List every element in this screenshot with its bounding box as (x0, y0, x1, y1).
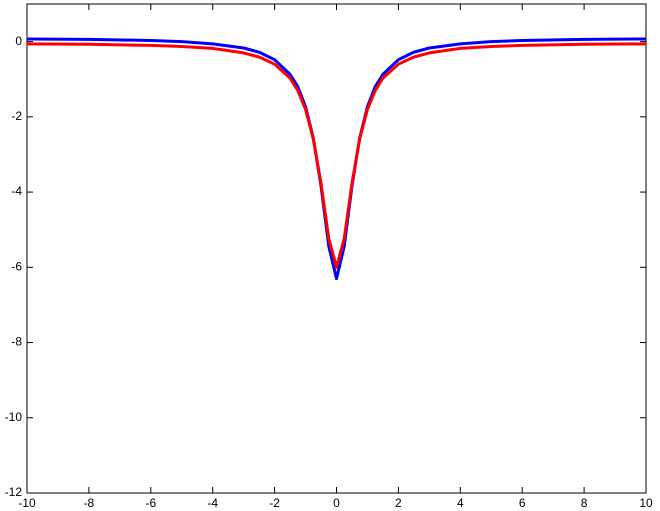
y-tick-label: -12 (5, 485, 23, 499)
x-tick-label: 0 (333, 496, 340, 510)
y-tick-label: -2 (11, 109, 22, 123)
plot-area (26, 3, 647, 494)
line-series (26, 37, 647, 281)
x-tick-label: 6 (519, 496, 526, 510)
x-tick-label: -4 (207, 496, 218, 510)
x-tick-label: 4 (457, 496, 464, 510)
y-tick-label: -8 (11, 335, 22, 349)
x-tick-label: 8 (581, 496, 588, 510)
line-series (26, 42, 647, 269)
x-tick-label: -10 (18, 496, 36, 510)
y-tick-label: -10 (5, 410, 23, 424)
x-tick-label: 2 (395, 496, 402, 510)
y-tick-label: 0 (15, 34, 22, 48)
y-tick-label: -4 (11, 184, 22, 198)
y-tick-label: -6 (11, 259, 22, 273)
x-tick-label: -8 (84, 496, 95, 510)
x-tick-label: -6 (145, 496, 156, 510)
x-tick-label: -2 (269, 496, 280, 510)
x-tick-label: 10 (639, 496, 653, 510)
